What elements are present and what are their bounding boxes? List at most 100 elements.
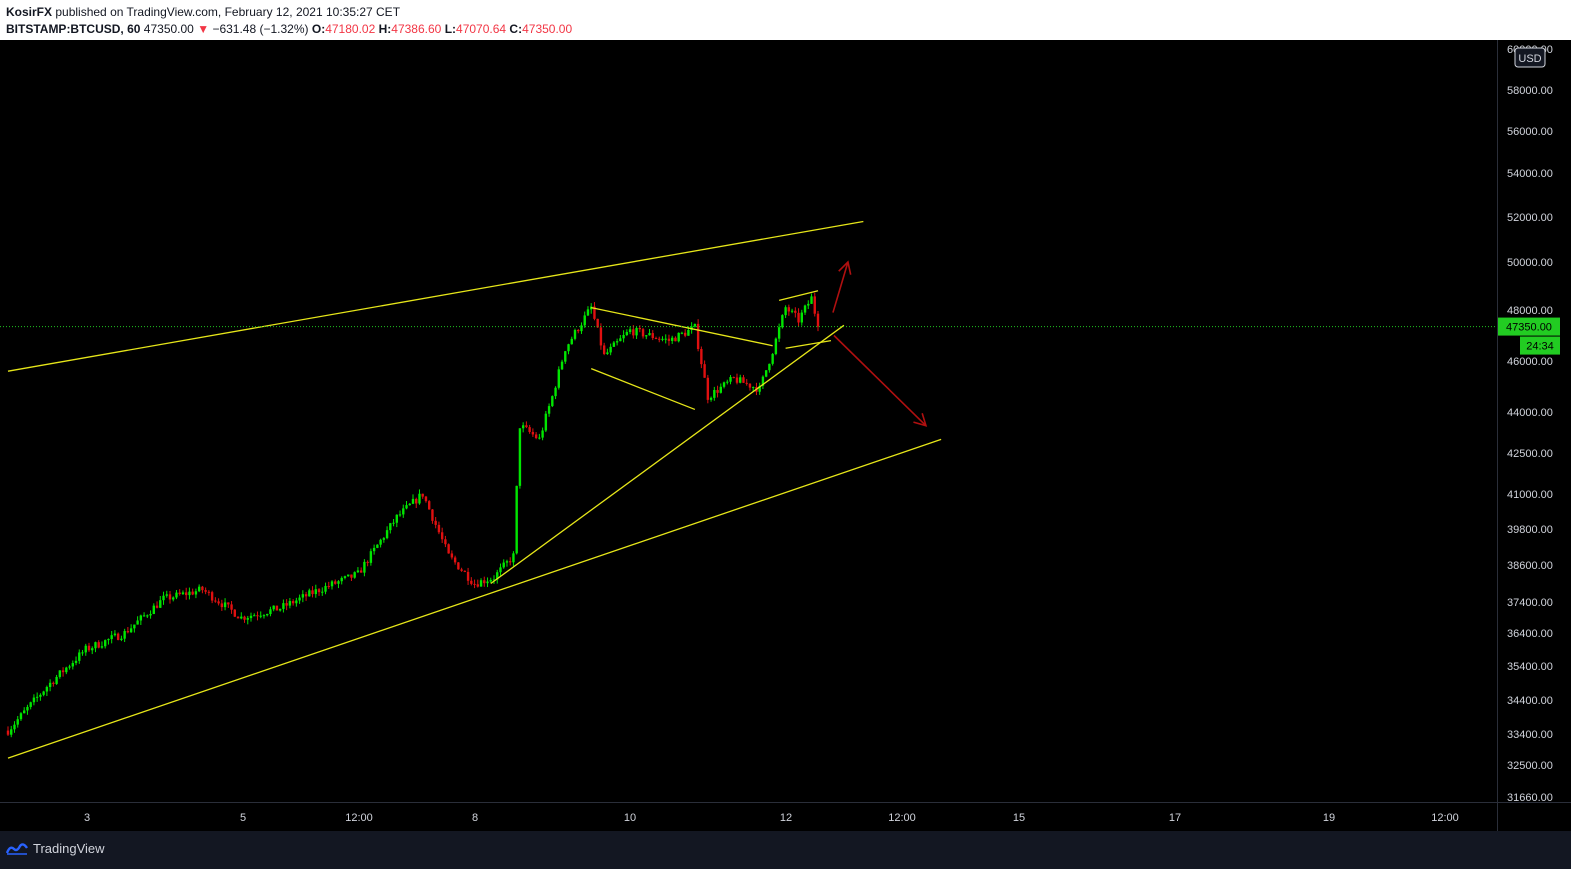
candle-body: [120, 638, 123, 640]
candle: [457, 562, 460, 570]
candle-body: [191, 591, 194, 595]
candle: [146, 614, 149, 619]
candle-body: [525, 425, 528, 428]
high-label: H:: [378, 22, 392, 36]
candle-body: [159, 600, 162, 608]
time-tick-label: 10: [624, 812, 636, 824]
candle: [282, 599, 285, 613]
price-axis[interactable]: 60000.0058000.0056000.0054000.0052000.00…: [1507, 44, 1553, 804]
tradingview-brand[interactable]: TradingView: [6, 841, 105, 856]
candle-body: [168, 594, 172, 600]
chart-area[interactable]: 60000.0058000.0056000.0054000.0052000.00…: [0, 40, 1571, 831]
candle: [35, 692, 39, 702]
candle-body: [324, 585, 327, 592]
price-tick-label: 39800.00: [1507, 524, 1553, 536]
candle-body: [402, 508, 405, 515]
candle-body: [343, 576, 347, 578]
candle-body: [39, 694, 42, 697]
candle: [230, 601, 233, 614]
time-axis[interactable]: 3 5 12:00 8 10 12 12:00 15 17 19 12:00: [84, 812, 1459, 824]
candle-body: [687, 329, 690, 336]
flag-lower-line[interactable]: [785, 339, 832, 349]
currency-badge[interactable]: USD: [1514, 47, 1546, 68]
candle: [369, 548, 373, 566]
candle: [534, 432, 538, 440]
candle: [13, 721, 16, 733]
candle: [347, 574, 350, 577]
candle: [188, 587, 191, 600]
author-name[interactable]: KosirFX: [6, 5, 53, 19]
candle-body: [347, 574, 350, 577]
price-tick-label: 58000.00: [1507, 85, 1553, 97]
candle: [272, 605, 275, 612]
bearish-arrow-icon[interactable]: [833, 334, 928, 427]
candle: [236, 616, 240, 619]
candle: [531, 428, 535, 437]
candle: [641, 327, 645, 339]
candle-body: [813, 296, 816, 314]
candle-body: [784, 307, 787, 316]
candle-body: [175, 592, 178, 598]
candle: [593, 302, 596, 321]
candle: [564, 350, 567, 364]
low-label: L:: [444, 22, 457, 36]
candle: [58, 670, 62, 679]
candle: [476, 579, 479, 588]
candle: [52, 681, 55, 687]
channel-upper-line[interactable]: [7, 220, 864, 372]
candle-body: [369, 551, 373, 563]
candle: [577, 329, 580, 334]
candle: [570, 336, 573, 345]
bullish-arrow-icon[interactable]: [832, 260, 852, 313]
candle-body: [434, 520, 437, 525]
candle-body: [275, 605, 279, 611]
candle-body: [340, 577, 343, 582]
time-tick-label: 19: [1323, 812, 1335, 824]
rising-trendline[interactable]: [490, 324, 845, 585]
price-tick-label: 36400.00: [1507, 628, 1553, 640]
candle-body: [476, 584, 479, 587]
flag-upper-line[interactable]: [778, 290, 819, 302]
candle-body: [52, 682, 55, 684]
candle: [385, 526, 389, 540]
candle: [544, 411, 548, 433]
candles-layer: [6, 292, 820, 738]
price-tick-label: 35400.00: [1507, 661, 1553, 673]
candle: [635, 326, 638, 340]
candle-body: [389, 523, 392, 531]
candle-body: [602, 345, 606, 355]
candle: [703, 360, 706, 378]
price-badges: USD 47350.00 24:34: [1498, 47, 1560, 355]
time-tick-label: 12: [780, 812, 792, 824]
candle-body: [321, 591, 324, 593]
candle-body: [496, 572, 499, 580]
candle-body: [777, 327, 781, 339]
candle: [735, 373, 739, 385]
candle: [389, 522, 392, 534]
candle: [55, 674, 58, 685]
channel-lower-line[interactable]: [7, 438, 942, 759]
candle-body: [61, 670, 65, 673]
candle-body: [453, 557, 457, 563]
countdown-badge: 24:34: [1520, 336, 1560, 355]
time-tick-label: 8: [472, 812, 478, 824]
brand-name: TradingView: [33, 841, 105, 856]
symbol-info: BITSTAMP:BTCUSD, 60 47350.00 ▼ −631.48 (…: [6, 22, 572, 36]
candle: [671, 335, 674, 344]
triangle-lower-line[interactable]: [590, 368, 696, 411]
candle: [392, 518, 395, 527]
price-tick-label: 31660.00: [1507, 792, 1553, 804]
candle: [719, 383, 722, 394]
candle: [16, 716, 19, 728]
candle: [152, 603, 155, 615]
candle-body: [350, 574, 353, 578]
high-value: 47386.60: [391, 22, 442, 36]
price-chart[interactable]: 60000.0058000.0056000.0054000.0052000.00…: [0, 40, 1571, 831]
candle: [191, 588, 194, 596]
candle: [133, 624, 136, 633]
candle: [473, 579, 476, 589]
candle: [382, 537, 386, 543]
candle: [609, 343, 612, 356]
candle-body: [376, 544, 379, 548]
drawings-layer: [7, 220, 942, 759]
